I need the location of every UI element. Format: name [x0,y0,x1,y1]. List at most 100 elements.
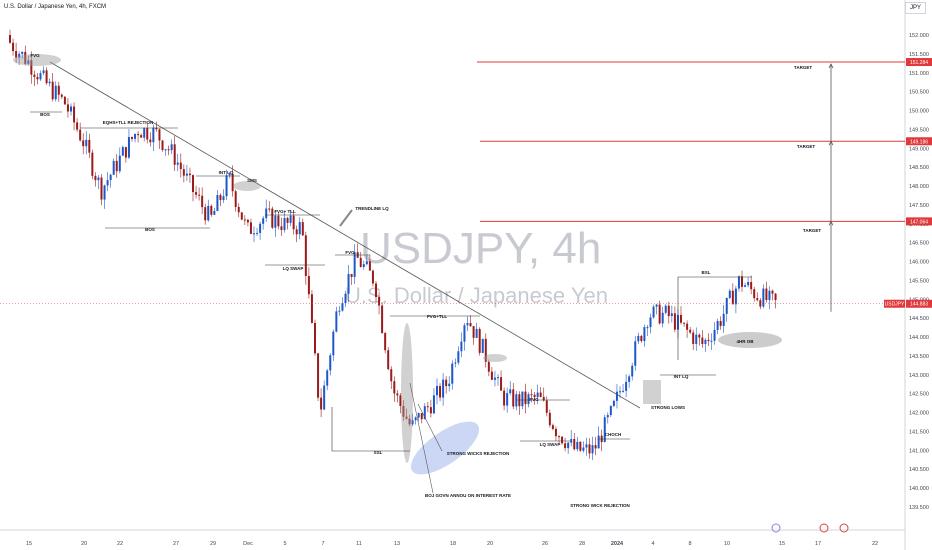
candle-down [195,192,198,195]
candle-up [515,394,518,407]
candle-down [60,94,63,97]
candle-down [76,122,79,130]
candle-down [137,133,140,136]
candle-down [66,104,69,112]
annotation-label: BSL [702,270,711,275]
candle-up [127,136,130,158]
candle-up [97,177,100,181]
candle-up [710,340,713,342]
price-tick-label: 146.500 [909,241,929,247]
candle-down [167,149,170,151]
candle-up [737,276,740,289]
price-tick-label: 151.000 [909,71,929,77]
candle-down [295,229,298,235]
candle-up [606,415,609,418]
candle-down [683,322,686,324]
candle-down [231,173,234,192]
candle-down [57,85,60,95]
annotation-label: LQ SWAP [540,442,561,447]
candle-up [143,128,146,138]
candle-up [423,406,426,420]
candle-up [362,264,365,267]
candle-down [210,205,213,215]
candle-up [21,51,24,54]
candle-up [597,435,600,449]
candle-down [146,128,149,140]
price-tick-label: 150.500 [909,90,929,96]
time-tick-label: 7 [321,541,324,547]
candle-up [417,413,420,418]
candle-up [298,222,301,235]
candle-up [768,290,771,300]
candle-down [161,140,164,151]
candle-up [432,395,435,414]
candle-down [88,139,91,153]
candle-down [469,323,472,327]
trendline-lq-arrow [339,209,353,227]
annotation-label: FVG [529,397,539,402]
candle-down [387,350,390,370]
fvg-zone [13,54,61,66]
candle-down [317,353,320,398]
price-tick-label: 143.000 [909,373,929,379]
candle-down [375,283,377,298]
candle-down [94,175,97,181]
candle-up [704,339,707,344]
candle-up [457,351,460,363]
price-tick-label: 144.500 [909,316,929,322]
candle-down [307,276,310,295]
candle-down [594,445,597,449]
candle-down [692,332,695,344]
candle-up [646,327,649,329]
candle-down [554,428,557,437]
current-price-label: 144.883 [910,302,928,308]
candle-down [45,70,48,84]
candle-up [262,218,265,224]
candle-up [338,310,341,312]
annotation-label: TARGET [803,228,821,233]
price-tick-label: 150.000 [909,109,929,115]
candle-down [149,139,152,143]
time-tick-label: 8 [688,541,691,547]
event-icon[interactable] [819,523,829,533]
candle-up [527,394,530,405]
annotation-label: LQ SWAP [283,266,304,271]
price-tick-label: 142.000 [909,411,929,417]
target-arrow-head [828,140,834,146]
candle-down [378,297,381,306]
time-tick-label: 18 [450,541,456,547]
candle-down [182,169,185,176]
candle-down [140,135,143,138]
candle-down [24,51,27,64]
annotation-label: FVG+TLL [427,314,447,319]
candle-down [100,177,103,200]
candle-up [536,392,539,398]
trendline [49,61,641,409]
candle-down [548,412,551,426]
candle-up [652,306,655,318]
candle-up [54,85,57,100]
candle-up [463,325,466,342]
candle-down [478,328,481,353]
candle-down [564,443,567,449]
candle-up [411,420,414,425]
candle-up [121,147,124,156]
candle-down [246,219,249,223]
candle-down [399,395,402,406]
target-price-tag [906,137,932,146]
candle-down [579,441,582,451]
candle-down [219,195,222,200]
event-icon[interactable] [771,523,781,533]
candle-up [265,208,268,219]
event-icon[interactable] [839,523,849,533]
candle-up [326,370,329,386]
annotation-label: BOS [145,227,155,232]
annotation-label: CHOCH [605,432,622,437]
candle-down [539,392,542,397]
time-tick-label: 15 [779,541,785,547]
candle-up [222,196,225,200]
candle-up [185,173,188,176]
price-tick-label: 147.500 [909,203,929,209]
